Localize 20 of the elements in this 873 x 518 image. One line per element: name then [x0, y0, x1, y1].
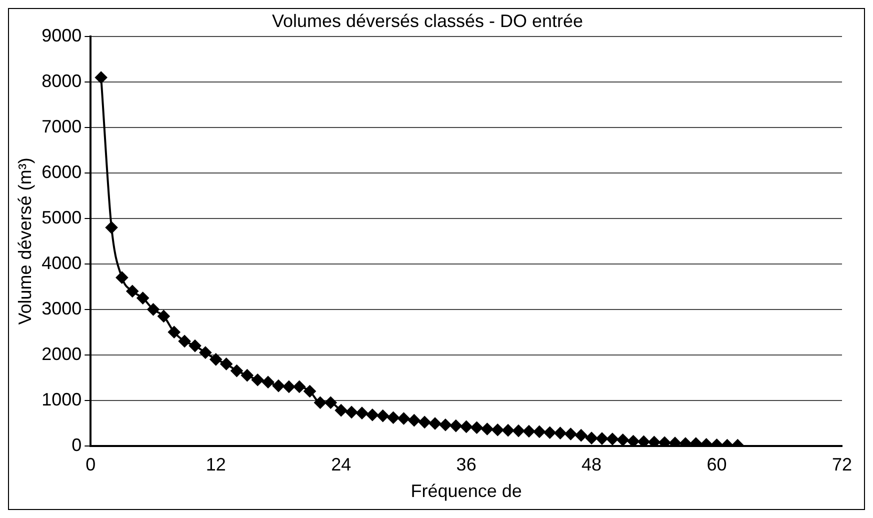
- y-tick-label: 6000: [42, 162, 82, 182]
- x-tick-label: 48: [582, 454, 602, 475]
- y-tick-label: 5000: [42, 207, 82, 228]
- y-tick-label: 1000: [42, 389, 82, 410]
- y-tick-label: 2000: [42, 344, 82, 364]
- x-tick-label: 12: [206, 454, 226, 475]
- y-tick-label: 3000: [42, 298, 82, 318]
- x-tick-label: 24: [331, 454, 352, 475]
- x-axis-title: Fréquence de: [410, 481, 522, 502]
- y-axis-title: Volume déversé (m³): [14, 158, 35, 325]
- x-tick-label: 36: [456, 454, 476, 475]
- chart-title: Volumes déversés classés - DO entrée: [272, 10, 584, 31]
- y-tick-label: 0: [72, 434, 82, 455]
- y-tick-label: 9000: [42, 26, 82, 46]
- x-tick-label: 0: [86, 454, 96, 475]
- x-tick-label: 60: [706, 454, 727, 475]
- y-tick-label: 8000: [42, 71, 82, 92]
- x-tick-label: 72: [832, 454, 852, 475]
- y-tick-label: 4000: [42, 252, 82, 273]
- y-tick-label: 7000: [42, 116, 82, 136]
